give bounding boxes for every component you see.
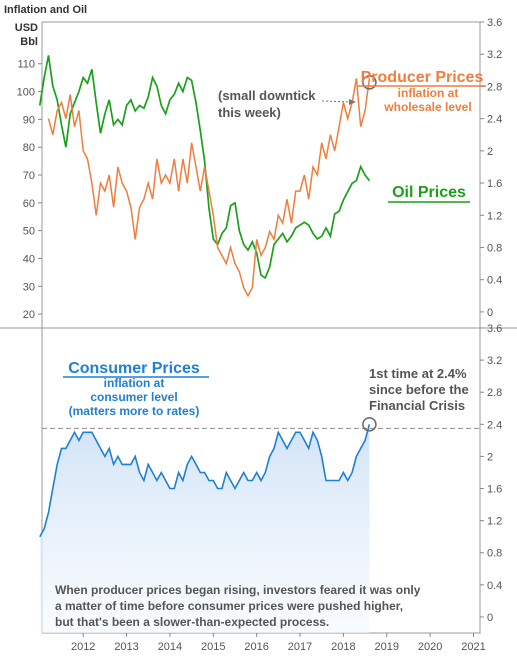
x-tick-label: 2015 (201, 641, 225, 653)
right-tick-label: 0 (487, 307, 493, 319)
right-tick-label: 3.6 (487, 17, 502, 29)
producer-sub1: inflation at (398, 86, 459, 100)
left-tick-label: 50 (23, 226, 35, 238)
series-layer (38, 55, 371, 633)
x-tick-label: 2019 (375, 641, 399, 653)
left-tick-label: 70 (23, 170, 35, 182)
right-tick-label: 1.6 (487, 178, 502, 190)
consumer-sub2: consumer level (90, 390, 177, 404)
left-tick-label: 80 (23, 142, 35, 154)
right-tick-label: 2.4 (487, 114, 502, 126)
right-tick-label: 1.2 (487, 210, 502, 222)
consumer-prices-line (39, 424, 371, 538)
left-axis-ticks: 20 30 40 50 60 70 80 90 100 110 (17, 59, 42, 321)
consumer-sub1: inflation at (104, 376, 165, 390)
right-tick-label: 0.4 (487, 275, 502, 287)
x-tick-label: 2014 (158, 641, 182, 653)
producer-prices-line (47, 78, 371, 298)
right-tick-label: 3.6 (487, 323, 502, 335)
right-tick-label: 2 (487, 451, 493, 463)
oil-prices-line (38, 55, 371, 280)
right-tick-label: 1.2 (487, 516, 502, 528)
left-tick-label: 40 (23, 253, 35, 265)
producer-sub2: wholesale level (383, 100, 471, 114)
right-axis-ticks-top: 0 0.4 0.8 1.2 1.6 2 2.4 2.8 3.2 3.6 (480, 17, 502, 319)
oil-title: Oil Prices (392, 184, 466, 201)
downtick-arrow-line (321, 100, 353, 103)
x-tick-label: 2016 (244, 641, 268, 653)
note-line3: but that's been a slower-than-expected p… (55, 615, 329, 629)
downtick-line2: this week) (218, 105, 281, 120)
x-tick-label: 2012 (71, 641, 95, 653)
x-tick-label: 2021 (461, 641, 485, 653)
right-tick-label: 0.8 (487, 242, 502, 254)
note-line1: When producer prices began rising, inves… (55, 583, 421, 597)
right-tick-label: 0.8 (487, 548, 502, 560)
right-tick-label: 2.8 (487, 81, 502, 93)
consumer-title: Consumer Prices (68, 360, 200, 377)
downtick-line1: (small downtick (218, 88, 316, 103)
consumer-sub3: (matters more to rates) (69, 404, 200, 418)
right-tick-label: 2 (487, 146, 493, 158)
left-tick-label: 20 (23, 309, 35, 321)
right-tick-label: 0.4 (487, 580, 502, 592)
left-unit-bbl: Bbl (20, 36, 38, 48)
producer-peak-marker (362, 75, 377, 90)
x-axis-ticks: 2012 2013 2014 2015 2016 2017 2018 2019 2020 2021 (71, 633, 486, 653)
x-tick-label: 2020 (418, 641, 442, 653)
right-tick-label: 0 (487, 612, 493, 624)
producer-title: Producer Prices (361, 69, 484, 86)
consumer-area-fill (39, 424, 370, 633)
left-tick-label: 110 (17, 59, 35, 71)
x-tick-label: 2018 (331, 641, 355, 653)
right-tick-label: 3.2 (487, 355, 502, 367)
chart-title: Inflation and Oil (4, 4, 87, 16)
first-time-line1: 1st time at 2.4% (369, 366, 467, 381)
consumer-peak-marker (362, 417, 377, 432)
left-tick-label: 30 (23, 281, 35, 293)
right-tick-label: 3.2 (487, 49, 502, 61)
first-time-line3: Financial Crisis (369, 398, 465, 413)
note-line2: a matter of time before consumer prices … (55, 599, 403, 613)
left-tick-label: 90 (23, 114, 35, 126)
left-tick-label: 100 (17, 87, 35, 99)
right-tick-label: 2.8 (487, 387, 502, 399)
left-tick-label: 60 (23, 198, 35, 210)
downtick-arrow-head (349, 99, 356, 105)
right-tick-label: 1.6 (487, 484, 502, 496)
x-tick-label: 2013 (114, 641, 138, 653)
right-axis-ticks-bottom: 0 0.4 0.8 1.2 1.6 2 2.4 2.8 3.2 3.6 (480, 323, 502, 624)
first-time-line2: since before the (369, 382, 469, 397)
left-unit-usd: USD (15, 22, 38, 34)
right-tick-label: 2.4 (487, 419, 502, 431)
x-tick-label: 2017 (288, 641, 312, 653)
